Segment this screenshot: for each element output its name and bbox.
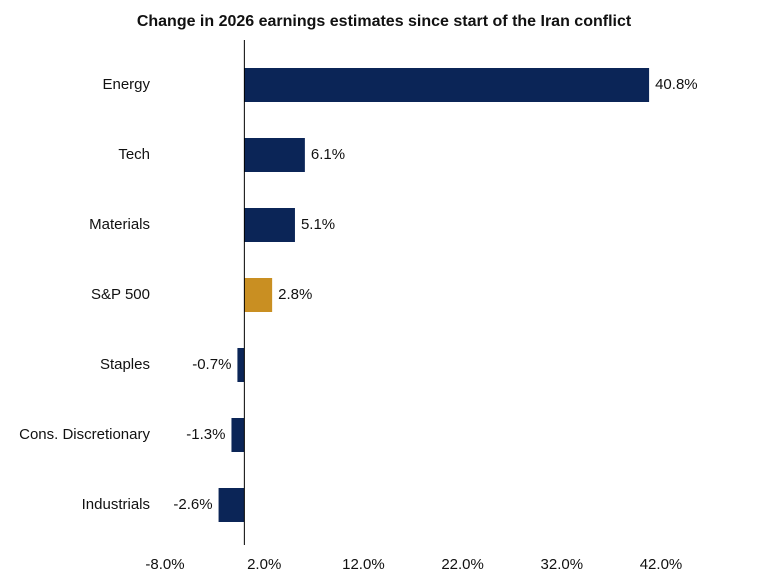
value-label: -0.7%: [192, 356, 231, 373]
chart-title: Change in 2026 earnings estimates since …: [137, 13, 632, 30]
x-tick-label: 22.0%: [441, 556, 484, 573]
value-label: -2.6%: [173, 496, 212, 513]
bar: [218, 488, 245, 522]
x-tick-label: 32.0%: [541, 556, 584, 573]
value-label: 2.8%: [278, 286, 312, 303]
bar: [244, 68, 650, 102]
y-tick-label: Industrials: [82, 496, 150, 513]
bar: [244, 138, 305, 172]
y-tick-label: Tech: [118, 146, 150, 163]
x-tick-label: 42.0%: [640, 556, 683, 573]
y-tick-label: Staples: [100, 356, 150, 373]
x-tick-label: 2.0%: [247, 556, 281, 573]
bar: [237, 348, 245, 382]
y-tick-label: Energy: [102, 76, 150, 93]
value-label: 40.8%: [655, 76, 698, 93]
value-label: 6.1%: [311, 146, 345, 163]
y-tick-label: Materials: [89, 216, 150, 233]
x-tick-label: -8.0%: [145, 556, 184, 573]
value-label: 5.1%: [301, 216, 335, 233]
x-tick-label: 12.0%: [342, 556, 385, 573]
y-tick-label: Cons. Discretionary: [19, 426, 150, 443]
bar: [244, 208, 295, 242]
y-tick-label: S&P 500: [91, 286, 150, 303]
value-label: -1.3%: [186, 426, 225, 443]
bar: [244, 278, 273, 312]
bar: [231, 418, 245, 452]
